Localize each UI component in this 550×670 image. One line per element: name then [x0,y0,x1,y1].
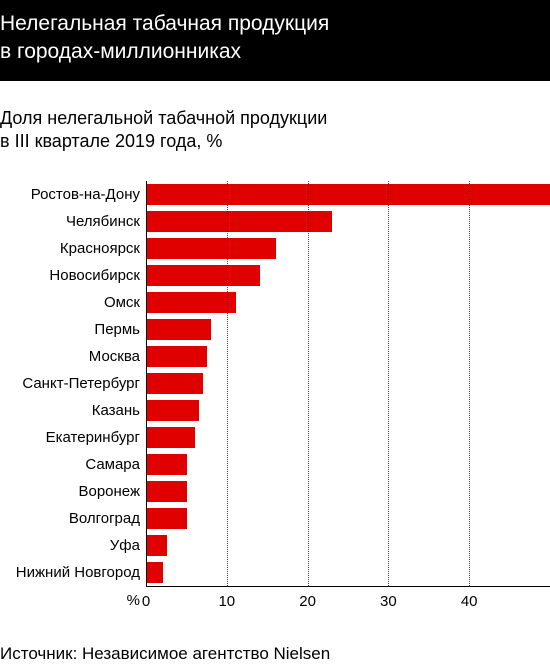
bar-row: Челябинск [0,208,550,235]
bar [147,184,550,205]
bar-track [146,208,550,235]
bar-row: Красноярск [0,235,550,262]
bar-track [146,343,550,370]
bar [147,562,163,583]
bar-track [146,181,550,208]
bar [147,535,167,556]
bar-row: Пермь [0,316,550,343]
category-label: Санкт-Петербург [0,375,146,392]
bar [147,292,236,313]
bar-track [146,424,550,451]
category-label: Москва [0,348,146,365]
x-tick: 10 [218,593,235,610]
category-label: Екатеринбург [0,429,146,446]
x-tick: 30 [380,593,397,610]
bar-track [146,316,550,343]
bar-track [146,532,550,559]
bar-row: Воронеж [0,478,550,505]
chart-header: Нелегальная табачная продукция в городах… [0,0,550,81]
bar [147,265,260,286]
category-label: Нижний Новгород [0,564,146,581]
category-label: Омск [0,294,146,311]
bar-track [146,478,550,505]
x-tick: 40 [461,593,478,610]
bar [147,454,187,475]
subtitle-line-2: в III квартале 2019 года, % [0,130,550,153]
bar-row: Казань [0,397,550,424]
bar-chart: Ростов-на-Дону Челябинск Красноярск Новосиб… [0,159,550,618]
source-text: Источник: Независимое агентство Nielsen [0,618,550,664]
x-tick: 20 [299,593,316,610]
category-label: Самара [0,456,146,473]
category-label: Казань [0,402,146,419]
bar-row: Уфа [0,532,550,559]
bar-track [146,235,550,262]
bar [147,481,187,502]
bar [147,211,332,232]
bar [147,238,276,259]
bar-track [146,262,550,289]
header-line-1: Нелегальная табачная продукция [0,10,550,38]
bar-track [146,505,550,532]
bar-row: Самара [0,451,550,478]
bar-track [146,289,550,316]
category-label: Уфа [0,537,146,554]
category-label: Ростов-на-Дону [0,186,146,203]
category-label: Волгоград [0,510,146,527]
category-label: Новосибирск [0,267,146,284]
bar [147,319,211,340]
category-label: Красноярск [0,240,146,257]
bar-track [146,397,550,424]
bar-row: Волгоград [0,505,550,532]
bar-row: Нижний Новгород [0,559,550,586]
bar-track [146,451,550,478]
bar-row: Екатеринбург [0,424,550,451]
bar-row: Новосибирск [0,262,550,289]
bar [147,373,203,394]
x-axis-unit: % [0,586,146,618]
bar [147,346,207,367]
bar [147,400,199,421]
bar-row: Омск [0,289,550,316]
category-label: Челябинск [0,213,146,230]
x-tick: 0 [142,593,150,610]
bar-track [146,370,550,397]
chart-subtitle: Доля нелегальной табачной продукции в II… [0,81,550,160]
bar-row: Ростов-на-Дону [0,181,550,208]
bar-track [146,559,550,586]
header-line-2: в городах-миллионниках [0,38,550,66]
x-axis-ticks: 010203040 [146,586,550,618]
x-axis: % 0 10 20 30 40 [0,586,550,618]
bar-row: Санкт-Петербург [0,370,550,397]
bar-row: Москва [0,343,550,370]
category-label: Воронеж [0,483,146,500]
bar [147,508,187,529]
bar [147,427,195,448]
category-label: Пермь [0,321,146,338]
subtitle-line-1: Доля нелегальной табачной продукции [0,107,550,130]
